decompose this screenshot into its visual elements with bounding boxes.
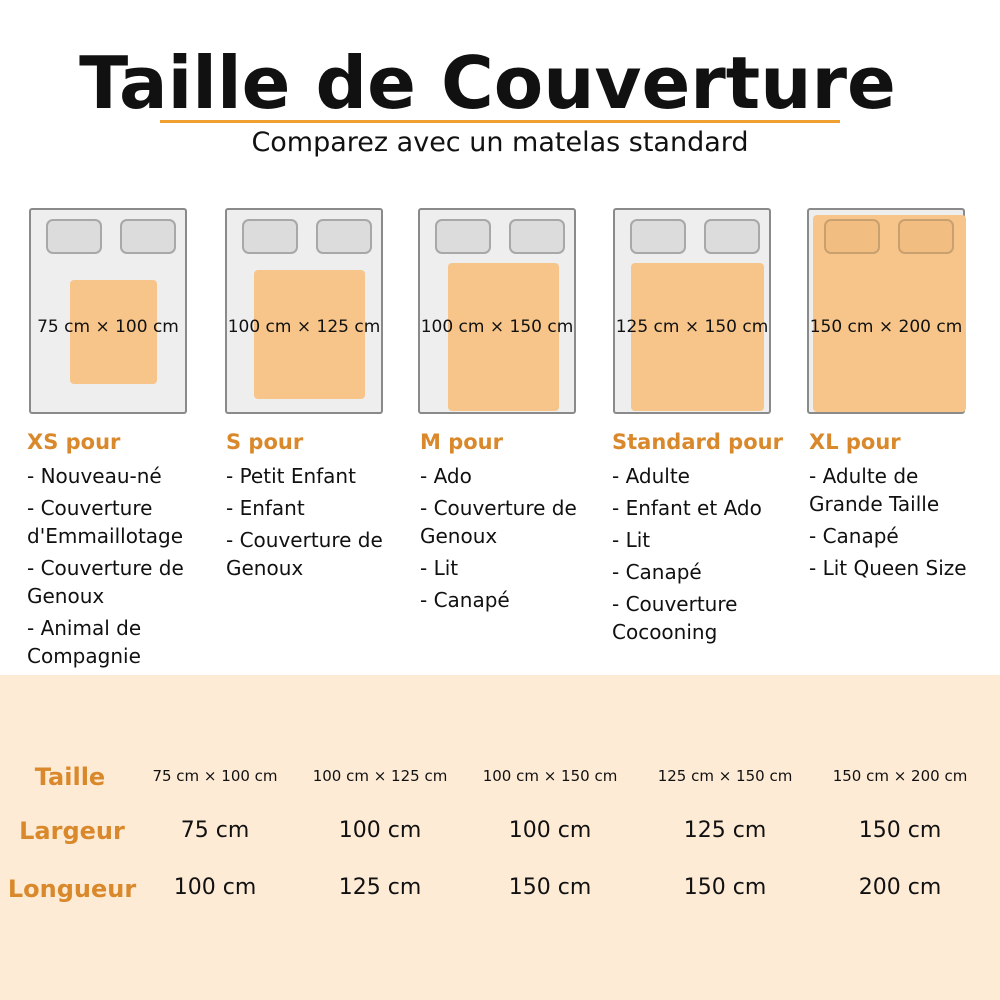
table-cell-taille: 150 cm × 200 cm [832, 767, 968, 785]
table-cell-taille: 100 cm × 125 cm [312, 767, 448, 785]
bed-dimension-label: 150 cm × 200 cm [809, 317, 963, 337]
table-cell-largeur: 75 cm [180, 818, 250, 843]
table-cell-taille: 75 cm × 100 cm [152, 767, 278, 785]
use-item: - Ado [420, 464, 472, 488]
table-cell-longueur: 200 cm [858, 875, 942, 900]
use-heading: M pour [420, 430, 503, 454]
page-subtitle: Comparez avec un matelas standard [251, 127, 749, 158]
table-cell-largeur: 100 cm [338, 818, 422, 843]
use-item: - Lit Queen Size [809, 556, 967, 580]
table-cell-largeur: 125 cm [683, 818, 767, 843]
size-table: Taille Largeur Longueur 75 cm × 100 cm 10… [0, 675, 1000, 1000]
bed-diagram: 100 cm × 150 cm [418, 208, 576, 414]
bed-diagram: 125 cm × 150 cm [613, 208, 771, 414]
pillow-icon [46, 219, 102, 254]
use-item: - Adulte de Grande Taille [809, 464, 940, 516]
use-item: - Petit Enfant [226, 464, 356, 488]
blanket-rect [448, 263, 559, 411]
use-item: - Couverture Cocooning [612, 592, 738, 644]
use-item: - Lit [420, 556, 459, 580]
bed-dimension-label: 100 cm × 125 cm [227, 317, 381, 337]
bed-diagram: 75 cm × 100 cm [29, 208, 187, 414]
pillow-icon [704, 219, 760, 254]
table-cell-taille: 125 cm × 150 cm [657, 767, 793, 785]
use-item: - Nouveau-né [27, 464, 162, 488]
bed-dimension-label: 100 cm × 150 cm [420, 317, 574, 337]
use-item: - Enfant [226, 496, 305, 520]
use-item: - Animal de Compagnie [27, 616, 142, 668]
row-label-longueur: Longueur [7, 875, 137, 903]
table-cell-largeur: 150 cm [858, 818, 942, 843]
title-underline [160, 120, 840, 123]
bed-diagram: 100 cm × 125 cm [225, 208, 383, 414]
use-list: M pour - Ado - Couverture de Genoux - Lit - … [420, 430, 605, 618]
use-list: S pour - Petit Enfant - Enfant - Couverture… [226, 430, 411, 586]
table-cell-longueur: 125 cm [338, 875, 422, 900]
pillow-icon [630, 219, 686, 254]
use-item: - Enfant et Ado [612, 496, 762, 520]
bed-dimension-label: 125 cm × 150 cm [615, 317, 769, 337]
pillow-icon [316, 219, 372, 254]
pillow-icon [824, 219, 880, 254]
use-item: - Canapé [612, 560, 702, 584]
table-cell-longueur: 150 cm [683, 875, 767, 900]
use-item: - Canapé [809, 524, 899, 548]
page-title: Taille de Couverture [79, 41, 896, 125]
use-list: Standard pour - Adulte - Enfant et Ado - Li… [612, 430, 797, 650]
use-heading: Standard pour [612, 430, 783, 454]
use-item: - Couverture de Genoux [226, 528, 383, 580]
table-cell-longueur: 150 cm [508, 875, 592, 900]
blanket-rect [254, 270, 365, 399]
bed-diagram: 150 cm × 200 cm [807, 208, 966, 414]
table-cell-taille: 100 cm × 150 cm [482, 767, 618, 785]
pillow-icon [435, 219, 491, 254]
pillow-icon [242, 219, 298, 254]
row-label-taille: Taille [34, 763, 106, 791]
table-cell-largeur: 100 cm [508, 818, 592, 843]
use-list: XS pour - Nouveau-né - Couverture d'Emmail… [27, 430, 212, 674]
use-item: - Canapé [420, 588, 510, 612]
use-heading: S pour [226, 430, 304, 454]
blanket-rect [70, 280, 157, 384]
table-cell-longueur: 100 cm [173, 875, 257, 900]
use-item: - Adulte [612, 464, 690, 488]
blanket-rect [631, 263, 764, 411]
use-item: - Couverture d'Emmaillotage [27, 496, 184, 548]
pillow-icon [120, 219, 176, 254]
use-item: - Couverture de Genoux [420, 496, 577, 548]
pillow-icon [509, 219, 565, 254]
use-list: XL pour - Adulte de Grande Taille - Canapé… [809, 430, 994, 586]
row-label-largeur: Largeur [19, 817, 125, 845]
use-item: - Lit [612, 528, 651, 552]
use-item: - Couverture de Genoux [27, 556, 184, 608]
use-heading: XL pour [809, 430, 901, 454]
use-heading: XS pour [27, 430, 121, 454]
bed-dimension-label: 75 cm × 100 cm [37, 317, 179, 337]
pillow-icon [898, 219, 954, 254]
